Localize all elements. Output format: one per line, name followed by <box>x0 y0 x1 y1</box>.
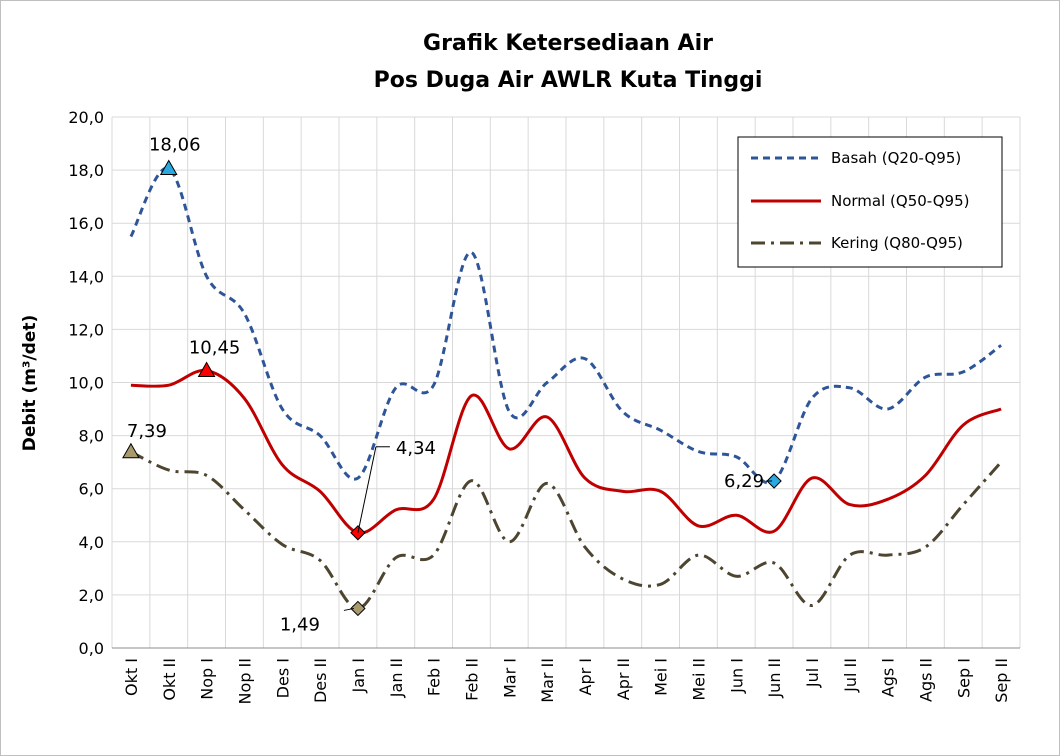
x-tick-label: Mei I <box>652 658 671 696</box>
y-tick-label: 12,0 <box>68 320 104 339</box>
x-tick-label: Jan I <box>349 658 368 693</box>
point-marker-diamond <box>766 473 782 489</box>
annotations: 18,06 6,29 10,45 4,34 7,39 1,49 <box>122 135 782 635</box>
x-tick-label: Okt I <box>122 658 141 696</box>
x-tick-label: Apr I <box>576 658 595 695</box>
axes: 0,0 2,0 4,0 6,0 8,0 10,0 12,0 14,0 16,0 18,0 20,0 O… <box>68 108 1020 704</box>
point-marker-triangle <box>122 442 140 459</box>
series-lines <box>129 166 1003 610</box>
x-tick-label: Mei II <box>689 658 708 701</box>
x-tick-label: Ags I <box>879 658 898 697</box>
x-tick-label: Jun II <box>765 658 784 699</box>
y-axis-title: Debit (m³/det) <box>20 315 40 451</box>
y-tick-label: 20,0 <box>68 108 104 127</box>
x-tick-label: Sep I <box>954 658 973 698</box>
series-line-kering <box>130 450 1003 610</box>
data-label: 6,29 <box>724 471 764 492</box>
data-label: 10,45 <box>189 338 241 359</box>
data-label: 1,49 <box>280 614 320 635</box>
chart-title: Grafik Ketersediaan Air Pos Duga Air AWL… <box>374 31 763 93</box>
legend-label-basah: Basah (Q20-Q95) <box>831 149 961 167</box>
legend-label-kering: Kering (Q80-Q95) <box>831 234 963 252</box>
legend-label-normal: Normal (Q50-Q95) <box>831 192 970 210</box>
x-tick-label: Jul I <box>803 658 822 688</box>
leader-line <box>343 607 355 611</box>
y-tick-label: 2,0 <box>79 586 104 605</box>
y-tick-label: 10,0 <box>68 374 104 393</box>
y-tick-label: 18,0 <box>68 161 104 180</box>
point-marker-triangle <box>159 159 178 176</box>
x-tick-label: Nop I <box>198 658 217 700</box>
x-tick-label: Des I <box>273 658 292 698</box>
data-label: 7,39 <box>127 421 167 442</box>
y-tick-label: 0,0 <box>79 639 104 658</box>
x-tick-label: Jun I <box>727 658 746 694</box>
x-tick-label: Feb II <box>462 658 481 701</box>
series-line-basah <box>129 166 1002 485</box>
x-tick-label: Feb I <box>425 658 444 696</box>
y-tick-label: 8,0 <box>79 427 104 446</box>
x-tick-label: Mar I <box>500 658 519 698</box>
legend: Basah (Q20-Q95) Normal (Q50-Q95) Kering … <box>737 136 1003 268</box>
x-tick-label: Jul II <box>841 658 860 693</box>
y-tick-label: 14,0 <box>68 267 104 286</box>
chart-title-line-1: Grafik Ketersediaan Air <box>423 31 713 56</box>
x-tick-label: Des II <box>311 658 330 703</box>
y-tick-label: 16,0 <box>68 214 104 233</box>
x-tick-label: Sep II <box>992 658 1011 703</box>
series-line-normal <box>130 368 1002 535</box>
chart-title-line-2: Pos Duga Air AWLR Kuta Tinggi <box>374 68 763 93</box>
x-tick-label: Ags II <box>916 658 935 702</box>
x-tick-label: Nop II <box>235 658 254 704</box>
y-tick-label: 4,0 <box>79 533 104 552</box>
x-tick-label: Jan II <box>387 658 406 698</box>
point-marker-diamond <box>350 600 366 617</box>
point-marker-triangle <box>197 361 216 378</box>
data-label: 4,34 <box>396 438 436 459</box>
x-tick-label: Mar II <box>538 658 557 703</box>
leader-line <box>357 446 377 533</box>
data-label: 18,06 <box>149 135 201 156</box>
x-tick-label: Okt II <box>160 658 179 701</box>
x-tick-label: Apr II <box>614 658 633 700</box>
y-tick-label: 6,0 <box>79 480 104 499</box>
